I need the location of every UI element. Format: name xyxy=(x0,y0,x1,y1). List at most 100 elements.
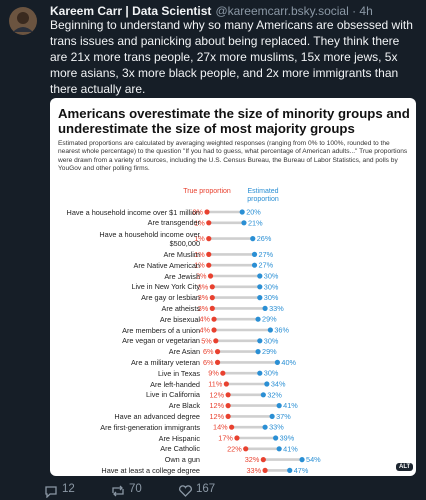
true-label: 5% xyxy=(201,336,212,345)
category-label: Have a household income over $500,000 xyxy=(99,229,200,248)
true-label: 12% xyxy=(210,412,225,421)
true-label: 9% xyxy=(208,369,219,378)
category-label: Are a military veteran xyxy=(131,357,200,367)
true-label: 1% xyxy=(194,261,205,270)
repost-count[interactable]: 70 xyxy=(129,483,142,495)
estimate-label: 30% xyxy=(264,293,279,302)
estimate-label: 30% xyxy=(264,336,279,345)
estimate-label: 26% xyxy=(257,234,272,243)
estimate-dot xyxy=(239,209,245,215)
category-label: Own a gun xyxy=(164,455,200,465)
chart-subtitle: Estimated proportions are calculated by … xyxy=(58,140,408,173)
legend-true: True proportion xyxy=(183,188,231,195)
estimate-dot xyxy=(260,392,266,398)
alt-badge[interactable]: ALT xyxy=(396,463,414,471)
true-label: 3% xyxy=(198,304,209,313)
estimate-label: 30% xyxy=(264,369,279,378)
category-label: Are gay or lesbian xyxy=(141,293,200,303)
estimate-dot xyxy=(274,359,280,365)
true-label: 4% xyxy=(199,315,210,324)
reply-icon[interactable] xyxy=(44,484,58,498)
estimate-label: 54% xyxy=(306,455,321,464)
category-label: Are Black xyxy=(168,401,200,411)
estimate-label: 29% xyxy=(262,347,277,356)
true-label: 11% xyxy=(208,380,223,389)
post-header: Kareem Carr | Data Scientist @kareemcarr.… xyxy=(50,4,373,18)
true-label: 12% xyxy=(210,401,225,410)
true-dot xyxy=(209,284,215,290)
estimate-dot xyxy=(262,305,268,311)
category-label: Are atheists xyxy=(161,303,200,313)
estimate-label: 20% xyxy=(246,208,261,217)
category-label: Have a household income over $1 million xyxy=(66,207,200,217)
estimate-dot xyxy=(255,316,261,322)
estimate-dot xyxy=(276,446,282,452)
estimate-label: 33% xyxy=(269,304,284,313)
estimate-dot xyxy=(276,403,282,409)
true-dot xyxy=(220,370,226,376)
category-label: Are Catholic xyxy=(160,444,200,454)
estimate-label: 36% xyxy=(274,326,289,335)
estimate-dot xyxy=(267,327,273,333)
estimate-label: 37% xyxy=(276,412,291,421)
post-meta: @kareemcarr.bsky.social · 4h xyxy=(215,4,373,18)
post-image[interactable]: Americans overestimate the size of minor… xyxy=(50,98,416,476)
category-label: Are Muslim xyxy=(163,249,201,259)
true-dot xyxy=(211,327,217,333)
estimate-label: 47% xyxy=(294,466,309,475)
category-label: Live in Texas xyxy=(157,368,200,378)
chart-title: Americans overestimate the size of minor… xyxy=(58,106,410,136)
category-label: Are Jewish xyxy=(164,271,200,281)
true-dot xyxy=(262,467,268,473)
like-count[interactable]: 167 xyxy=(196,483,216,495)
true-label: 12% xyxy=(210,390,225,399)
true-dot xyxy=(223,381,229,387)
true-label: 1% xyxy=(194,218,205,227)
like-icon[interactable] xyxy=(178,484,193,498)
estimate-dot xyxy=(251,262,258,268)
estimate-dot xyxy=(255,349,261,355)
estimate-label: 32% xyxy=(267,390,282,399)
true-dot xyxy=(243,446,249,452)
estimate-dot xyxy=(299,457,305,463)
post-text: Beginning to understand why so many Amer… xyxy=(50,18,413,96)
reply-count[interactable]: 12 xyxy=(62,483,75,495)
true-label: 1% xyxy=(194,250,205,259)
true-dot xyxy=(213,338,219,344)
true-label: 22% xyxy=(227,444,242,453)
category-label: Are members of a union xyxy=(122,325,200,335)
category-label: Are vegan or vegetarian xyxy=(122,336,200,346)
estimate-dot xyxy=(257,295,263,301)
true-label: 14% xyxy=(213,423,228,432)
true-dot xyxy=(214,349,221,355)
true-label: 6% xyxy=(203,358,214,367)
estimate-label: 39% xyxy=(280,434,295,443)
true-dot xyxy=(229,424,235,430)
author[interactable]: Kareem Carr | Data Scientist xyxy=(50,4,212,18)
true-label: 2% xyxy=(196,272,207,281)
true-dot xyxy=(206,236,212,242)
true-dot xyxy=(206,251,212,257)
true-label: 33% xyxy=(246,466,261,475)
true-dot xyxy=(207,273,214,279)
estimate-dot xyxy=(287,467,293,473)
true-dot xyxy=(211,316,217,322)
repost-icon[interactable] xyxy=(110,484,126,498)
estimate-dot xyxy=(264,381,270,387)
true-dot xyxy=(209,305,215,311)
estimate-label: 27% xyxy=(259,250,274,259)
true-label: 1% xyxy=(194,234,205,243)
estimate-label: 41% xyxy=(283,401,298,410)
estimate-label: 30% xyxy=(264,272,279,281)
estimate-dot xyxy=(262,424,268,430)
true-dot xyxy=(206,220,212,226)
category-label: Are first-generation immigrants xyxy=(100,422,200,432)
true-dot xyxy=(214,359,221,365)
estimate-label: 34% xyxy=(271,380,286,389)
true-label: 3% xyxy=(198,282,209,291)
avatar[interactable] xyxy=(8,6,38,36)
true-dot xyxy=(206,262,212,268)
category-label: Are transgender xyxy=(147,218,200,228)
true-label: 3% xyxy=(198,293,209,302)
